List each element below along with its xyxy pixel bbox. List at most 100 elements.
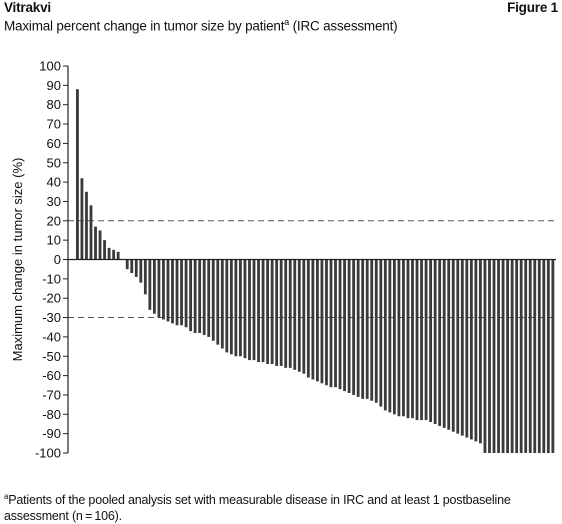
bar bbox=[216, 259, 220, 345]
bar bbox=[257, 259, 260, 363]
bar bbox=[537, 259, 541, 453]
bar bbox=[374, 259, 378, 403]
bar bbox=[469, 259, 473, 440]
y-tick-label: -90 bbox=[42, 426, 61, 441]
bar bbox=[207, 259, 211, 337]
bar bbox=[202, 259, 206, 335]
bar bbox=[433, 259, 437, 424]
bar bbox=[288, 259, 292, 368]
bar bbox=[193, 259, 197, 334]
subtitle-suffix: (IRC assessment) bbox=[289, 18, 398, 34]
bar bbox=[94, 226, 97, 260]
bar bbox=[456, 259, 460, 434]
bar bbox=[524, 259, 528, 453]
bar bbox=[442, 259, 446, 428]
y-tick-label: 90 bbox=[47, 78, 61, 93]
bar bbox=[243, 259, 247, 359]
bar bbox=[293, 259, 297, 370]
bar bbox=[171, 259, 174, 324]
bar bbox=[551, 259, 555, 453]
bar bbox=[329, 259, 333, 388]
bar bbox=[479, 259, 482, 444]
bar bbox=[284, 259, 288, 368]
bar bbox=[162, 259, 165, 320]
bar bbox=[460, 259, 464, 436]
bars bbox=[76, 89, 555, 453]
bar bbox=[302, 259, 306, 374]
bar bbox=[220, 259, 224, 349]
bar bbox=[166, 259, 170, 322]
bar bbox=[343, 259, 346, 392]
bar bbox=[252, 259, 256, 361]
y-tick-label: -60 bbox=[42, 368, 61, 383]
bar bbox=[506, 259, 509, 453]
bar bbox=[492, 259, 496, 453]
bar bbox=[406, 259, 410, 419]
bar bbox=[180, 259, 183, 326]
y-tick-label: -40 bbox=[42, 329, 61, 344]
y-tick-label: -70 bbox=[42, 387, 61, 402]
bar bbox=[365, 259, 369, 399]
bar bbox=[347, 259, 351, 394]
bar bbox=[338, 259, 342, 390]
bar bbox=[474, 259, 478, 442]
bar bbox=[270, 259, 274, 364]
y-tick-label: 40 bbox=[47, 175, 61, 190]
bar bbox=[356, 259, 360, 397]
bar bbox=[234, 259, 238, 357]
bar bbox=[488, 259, 491, 453]
bar bbox=[157, 259, 161, 318]
bar bbox=[429, 259, 433, 423]
y-tick-label: -80 bbox=[42, 407, 61, 422]
bar bbox=[533, 259, 537, 453]
bar bbox=[352, 259, 356, 395]
y-axis-label: Maximum change in tumor size (%) bbox=[10, 158, 25, 362]
subtitle-footnote-marker: a bbox=[284, 17, 290, 27]
figure-label: Figure 1 bbox=[507, 0, 558, 15]
bar bbox=[501, 259, 505, 453]
bar bbox=[447, 259, 451, 430]
footnote: aPatients of the pooled analysis set wit… bbox=[4, 489, 556, 524]
footnote-text: Patients of the pooled analysis set with… bbox=[4, 493, 511, 524]
footnote-marker: a bbox=[4, 492, 9, 501]
bar bbox=[279, 259, 283, 366]
y-tick-label: -50 bbox=[42, 349, 61, 364]
bar bbox=[397, 259, 401, 417]
bar bbox=[334, 259, 337, 388]
bar bbox=[379, 259, 383, 407]
bar bbox=[89, 205, 93, 260]
bar bbox=[438, 259, 442, 426]
bar bbox=[402, 259, 405, 417]
bar bbox=[383, 259, 387, 411]
bar bbox=[211, 259, 215, 341]
y-tick-label: 10 bbox=[47, 233, 61, 248]
y-tick-label: 80 bbox=[47, 97, 61, 112]
bar bbox=[420, 259, 423, 421]
bar bbox=[392, 259, 396, 415]
bar bbox=[85, 191, 88, 260]
bar bbox=[112, 249, 116, 260]
bar bbox=[152, 259, 156, 314]
y-tick-label: 60 bbox=[47, 136, 61, 151]
bar bbox=[510, 259, 514, 453]
y-tick-label: -30 bbox=[42, 310, 61, 325]
bar bbox=[148, 259, 152, 310]
bar bbox=[76, 89, 79, 260]
bar bbox=[175, 259, 179, 326]
bar bbox=[275, 259, 279, 366]
y-tick-label: 100 bbox=[39, 59, 61, 74]
subtitle-text: Maximal percent change in tumor size by … bbox=[4, 18, 285, 34]
brand-title: Vitrakvi bbox=[4, 0, 51, 15]
bar bbox=[519, 259, 523, 453]
bar bbox=[388, 259, 392, 413]
y-tick-label: 50 bbox=[47, 155, 61, 170]
bar bbox=[306, 259, 310, 378]
bar bbox=[189, 259, 193, 332]
bar bbox=[497, 259, 500, 453]
bar bbox=[528, 259, 532, 453]
bar bbox=[424, 259, 428, 421]
bar bbox=[107, 247, 111, 260]
y-tick-label: -10 bbox=[42, 271, 61, 286]
bar bbox=[266, 259, 269, 364]
